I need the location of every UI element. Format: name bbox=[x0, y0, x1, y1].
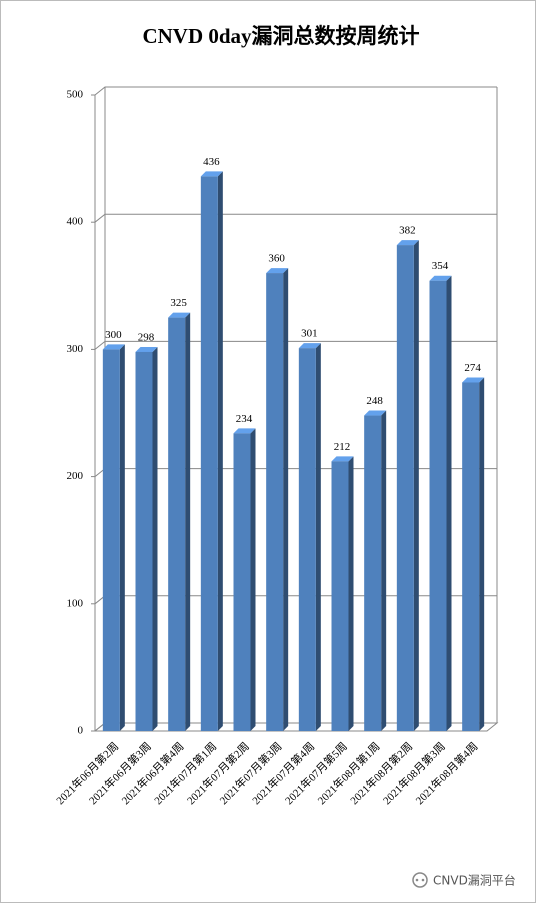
bar bbox=[168, 317, 186, 731]
bar-side bbox=[283, 268, 289, 731]
bar-top bbox=[233, 428, 256, 434]
data-label: 300 bbox=[105, 329, 122, 341]
bar-side bbox=[217, 171, 223, 731]
bar bbox=[200, 176, 218, 731]
data-label: 325 bbox=[170, 297, 187, 309]
bar-group bbox=[364, 410, 387, 731]
bar-group bbox=[168, 312, 191, 731]
data-label: 436 bbox=[203, 156, 220, 168]
y-tick-label: 400 bbox=[67, 216, 84, 228]
bar-group bbox=[102, 344, 125, 731]
bar-side bbox=[413, 240, 419, 731]
bar-side bbox=[479, 377, 485, 731]
bar-top bbox=[462, 377, 485, 383]
bar bbox=[396, 245, 414, 731]
data-label: 360 bbox=[268, 253, 285, 265]
bar-top bbox=[266, 268, 289, 274]
watermark: CNVD漏洞平台 bbox=[412, 872, 516, 888]
bar-group bbox=[298, 343, 321, 731]
watermark-icon-dot bbox=[415, 878, 419, 882]
bar bbox=[266, 273, 284, 731]
data-label: 301 bbox=[301, 328, 318, 340]
bar bbox=[331, 461, 349, 731]
bar bbox=[429, 280, 447, 731]
bar-top bbox=[364, 410, 387, 416]
bar bbox=[298, 348, 316, 731]
bar-top bbox=[298, 343, 321, 349]
y-tick-label: 0 bbox=[78, 725, 84, 737]
grid-line bbox=[94, 340, 497, 350]
bar-group bbox=[331, 456, 354, 731]
watermark-icon bbox=[412, 872, 428, 888]
bar-group bbox=[200, 171, 223, 731]
bar-top bbox=[135, 346, 158, 352]
bar-top bbox=[168, 312, 191, 318]
bar-group bbox=[266, 268, 289, 731]
data-label: 234 bbox=[236, 413, 253, 425]
y-tick-label: 100 bbox=[67, 597, 84, 609]
data-label: 274 bbox=[464, 362, 481, 374]
bar-side bbox=[446, 275, 452, 731]
bar bbox=[233, 433, 251, 731]
bar-side bbox=[315, 343, 321, 731]
data-label: 248 bbox=[366, 395, 383, 407]
chart-title: CNVD 0day漏洞总数按周统计 bbox=[142, 24, 419, 48]
y-tick-label: 500 bbox=[67, 89, 84, 101]
bar bbox=[135, 351, 153, 731]
bar-top bbox=[102, 344, 125, 350]
bar-group bbox=[233, 428, 256, 731]
bar-group bbox=[396, 240, 419, 731]
bar-group bbox=[135, 346, 158, 731]
bar-group bbox=[429, 275, 452, 731]
grid-line bbox=[94, 86, 497, 96]
bar-top bbox=[396, 240, 419, 246]
bar bbox=[462, 382, 480, 731]
y-tick-label: 200 bbox=[67, 470, 84, 482]
data-label: 382 bbox=[399, 225, 416, 237]
data-label: 354 bbox=[432, 260, 449, 272]
bar bbox=[102, 349, 120, 731]
data-label: 298 bbox=[138, 331, 155, 343]
bar-top bbox=[429, 275, 452, 281]
bar-side bbox=[381, 410, 387, 731]
data-label: 212 bbox=[334, 441, 351, 453]
bar-top bbox=[331, 456, 354, 462]
bar-side bbox=[185, 312, 191, 731]
bar-top bbox=[200, 171, 223, 177]
bar-side bbox=[152, 346, 158, 731]
watermark-icon-dot bbox=[421, 878, 425, 882]
bar-side bbox=[119, 344, 125, 731]
bar-group bbox=[462, 377, 485, 731]
grid-line bbox=[94, 213, 497, 223]
y-tick-label: 300 bbox=[67, 343, 84, 355]
bar-side bbox=[348, 456, 354, 731]
bar bbox=[364, 415, 382, 731]
watermark-text: CNVD漏洞平台 bbox=[433, 873, 516, 888]
bar-side bbox=[250, 428, 256, 731]
